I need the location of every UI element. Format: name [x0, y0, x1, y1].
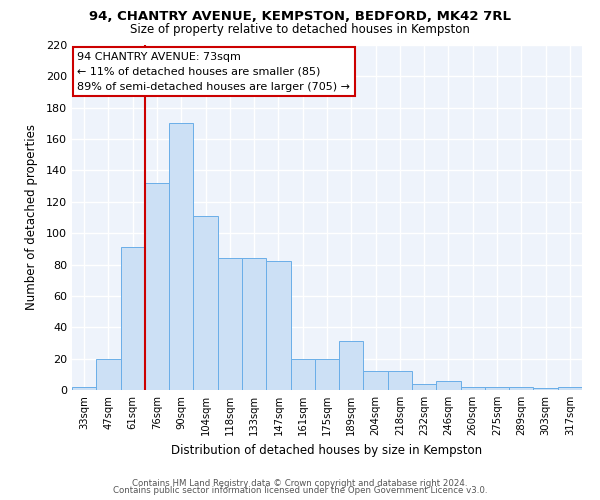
- Bar: [558, 387, 582, 390]
- X-axis label: Distribution of detached houses by size in Kempston: Distribution of detached houses by size …: [172, 444, 482, 456]
- Bar: [412, 384, 436, 390]
- Bar: [193, 216, 218, 390]
- Bar: [121, 248, 145, 390]
- Bar: [436, 380, 461, 390]
- Bar: [169, 124, 193, 390]
- Bar: [485, 387, 509, 390]
- Bar: [509, 387, 533, 390]
- Bar: [145, 183, 169, 390]
- Bar: [388, 371, 412, 390]
- Text: Contains HM Land Registry data © Crown copyright and database right 2024.: Contains HM Land Registry data © Crown c…: [132, 478, 468, 488]
- Bar: [290, 358, 315, 390]
- Text: Size of property relative to detached houses in Kempston: Size of property relative to detached ho…: [130, 22, 470, 36]
- Bar: [218, 258, 242, 390]
- Bar: [315, 358, 339, 390]
- Bar: [461, 387, 485, 390]
- Bar: [242, 258, 266, 390]
- Bar: [533, 388, 558, 390]
- Bar: [72, 387, 96, 390]
- Bar: [339, 342, 364, 390]
- Bar: [96, 358, 121, 390]
- Y-axis label: Number of detached properties: Number of detached properties: [25, 124, 38, 310]
- Bar: [364, 371, 388, 390]
- Text: Contains public sector information licensed under the Open Government Licence v3: Contains public sector information licen…: [113, 486, 487, 495]
- Text: 94, CHANTRY AVENUE, KEMPSTON, BEDFORD, MK42 7RL: 94, CHANTRY AVENUE, KEMPSTON, BEDFORD, M…: [89, 10, 511, 23]
- Text: 94 CHANTRY AVENUE: 73sqm
← 11% of detached houses are smaller (85)
89% of semi-d: 94 CHANTRY AVENUE: 73sqm ← 11% of detach…: [77, 52, 350, 92]
- Bar: [266, 262, 290, 390]
